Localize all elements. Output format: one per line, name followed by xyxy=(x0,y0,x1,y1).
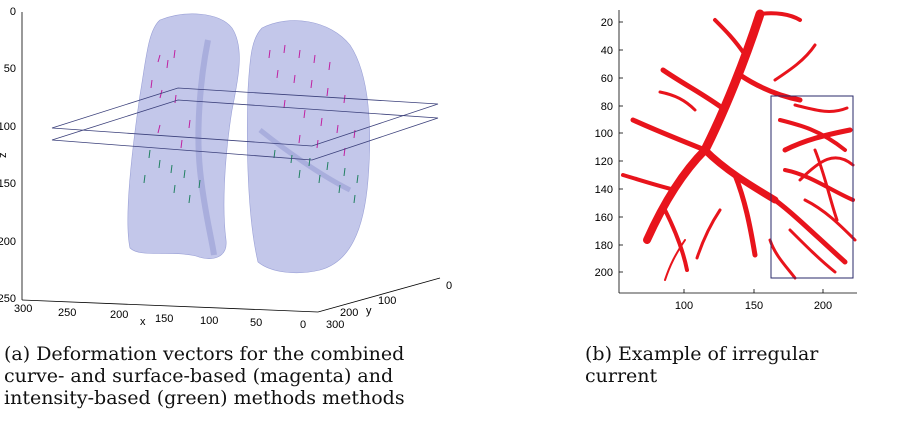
x-tick-300: 300 xyxy=(14,303,32,315)
base-axes xyxy=(21,277,441,313)
cutting-planes xyxy=(51,87,439,161)
y-tick-180: 180 xyxy=(595,240,613,252)
caption-b-line-1: (b) Example of irregular current xyxy=(585,343,819,387)
roi-box xyxy=(770,95,854,279)
y-tick-100: 100 xyxy=(595,128,613,140)
y-tick-120: 120 xyxy=(595,156,613,168)
caption-a-line-2: curve- and surface-based (magenta) and xyxy=(4,365,394,387)
x-tick-250: 250 xyxy=(58,307,76,319)
x-axis-label: x xyxy=(140,316,146,328)
y-tick-140: 140 xyxy=(595,184,613,196)
z-tick-250: 250 xyxy=(0,293,16,305)
x-tick-150: 150 xyxy=(745,300,763,312)
x-tick-100: 100 xyxy=(200,315,218,327)
left-lung xyxy=(127,13,240,259)
vessel-tree xyxy=(621,9,857,281)
y-axis-label: y xyxy=(366,305,372,317)
x-axis-ticks: 300 250 200 x 150 100 50 0 xyxy=(14,303,306,331)
x-tick-0: 0 xyxy=(300,319,306,330)
green-vectors xyxy=(143,149,359,204)
x-tick-50: 50 xyxy=(250,317,262,329)
x-tick-150: 150 xyxy=(155,313,173,325)
y-tick-60: 60 xyxy=(601,73,613,85)
x-axis xyxy=(683,289,824,293)
z-tick-0: 0 xyxy=(10,6,16,18)
z-axis: 0 50 100 150 200 250 z xyxy=(0,6,23,305)
caption-b: (b) Example of irregular current xyxy=(585,343,895,387)
panel-b-vessel-plot: 20 40 60 80 100 120 140 160 180 200 100 … xyxy=(575,0,865,330)
y-tick-40: 40 xyxy=(601,45,613,57)
y-tick-0: 0 xyxy=(446,280,452,292)
z-tick-150: 150 xyxy=(0,178,16,190)
caption-a-line-1: (a) Deformation vectors for the combined xyxy=(4,343,405,365)
z-tick-200: 200 xyxy=(0,236,16,248)
right-lung xyxy=(247,20,370,274)
y-tick-160: 160 xyxy=(595,212,613,224)
caption-a-line-3: intensity-based (green) methods methods xyxy=(4,387,405,409)
plot-frame xyxy=(618,10,857,294)
y-axis-ticks: 0 100 y 200 300 xyxy=(326,280,452,331)
panel-b-svg: 20 40 60 80 100 120 140 160 180 200 100 … xyxy=(595,9,857,312)
z-tick-100: 100 xyxy=(0,121,16,133)
y-axis xyxy=(619,21,623,273)
caption-a: (a) Deformation vectors for the combined… xyxy=(4,343,454,409)
x-tick-labels: 100 150 200 xyxy=(675,300,832,312)
y-tick-100: 100 xyxy=(378,295,396,307)
panel-a-svg: 0 50 100 150 200 250 z 300 250 200 x 150… xyxy=(0,6,452,331)
panel-a-3d-plot: 0 50 100 150 200 250 z 300 250 200 x 150… xyxy=(0,0,460,331)
y-tick-labels: 20 40 60 80 100 120 140 160 180 200 xyxy=(595,17,613,279)
x-tick-200: 200 xyxy=(110,309,128,321)
z-tick-50: 50 xyxy=(4,63,16,75)
magenta-vectors xyxy=(150,44,356,157)
y-tick-300: 300 xyxy=(326,319,344,330)
y-tick-200: 200 xyxy=(340,307,358,319)
z-axis-label: z xyxy=(0,153,9,159)
y-tick-80: 80 xyxy=(601,101,613,113)
y-tick-20: 20 xyxy=(601,17,613,29)
y-tick-200: 200 xyxy=(595,267,613,279)
x-tick-100: 100 xyxy=(675,300,693,312)
x-tick-200: 200 xyxy=(814,300,832,312)
